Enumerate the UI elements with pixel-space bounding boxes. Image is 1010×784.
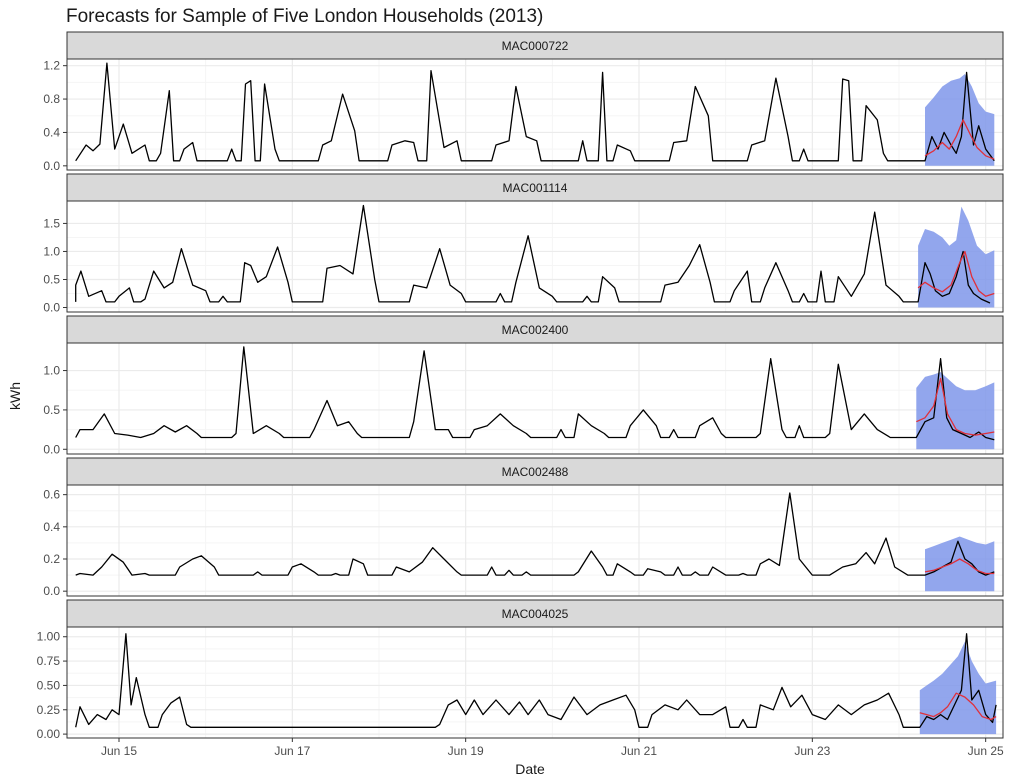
y-tick-label: 1.00 bbox=[37, 630, 61, 644]
facet-panel: MAC002488 0.0 0.2 0.4 0.6 bbox=[43, 457, 1004, 598]
facet-strip-label: MAC000722 bbox=[502, 39, 569, 53]
x-tick-label: Jun 21 bbox=[621, 744, 657, 758]
facet-strip-label: MAC004025 bbox=[502, 607, 569, 621]
forecast-series-line bbox=[917, 250, 995, 297]
panel-border bbox=[66, 626, 1004, 739]
facet-panel: MAC001114 0.0 0.5 1.0 1.5 bbox=[43, 173, 1004, 315]
facet-strip-label: MAC002488 bbox=[502, 465, 569, 479]
y-tick-label: 0.6 bbox=[43, 488, 60, 502]
observed-series-line bbox=[75, 204, 991, 304]
forecast-series-line bbox=[924, 558, 995, 575]
observed-series-line bbox=[75, 492, 995, 576]
panel-background bbox=[67, 59, 1003, 170]
facet-strip bbox=[66, 31, 1004, 60]
forecast-series-line bbox=[916, 377, 995, 436]
facet-panel: MAC002400 0.0 0.5 1.0 bbox=[43, 315, 1004, 456]
prediction-interval-band bbox=[916, 372, 995, 450]
y-tick-label: 1.5 bbox=[43, 216, 60, 230]
observed-series-line bbox=[75, 633, 997, 728]
facet-strip-label: MAC002400 bbox=[502, 323, 569, 337]
x-tick-label: Jun 17 bbox=[274, 744, 310, 758]
y-tick-label: 0.5 bbox=[43, 403, 60, 417]
panel-border bbox=[66, 342, 1004, 455]
x-tick-label: Jun 15 bbox=[101, 744, 137, 758]
facet-panel: MAC004025 0.00 0.25 0.50 0.75 1.00 bbox=[37, 599, 1004, 741]
y-tick-label: 0.50 bbox=[37, 678, 61, 692]
y-tick-label: 0.2 bbox=[43, 552, 60, 566]
facet-panel: MAC000722 0.0 0.4 0.8 1.2 bbox=[43, 31, 1004, 173]
y-tick-label: 0.00 bbox=[37, 727, 61, 741]
panel-border bbox=[66, 58, 1004, 171]
forecast-series-line bbox=[919, 692, 997, 721]
y-tick-label: 0.0 bbox=[43, 301, 60, 315]
facet-strip bbox=[66, 173, 1004, 202]
panel-border bbox=[66, 484, 1004, 597]
facet-strip bbox=[66, 315, 1004, 344]
chart-title: Forecasts for Sample of Five London Hous… bbox=[66, 6, 543, 27]
x-axis-title: Date bbox=[515, 761, 545, 777]
facet-strip bbox=[66, 599, 1004, 628]
observed-series-line bbox=[75, 62, 995, 162]
x-tick-label: Jun 23 bbox=[794, 744, 830, 758]
y-tick-label: 0.0 bbox=[43, 442, 60, 456]
panel-background bbox=[67, 343, 1003, 454]
y-axis-title: kWh bbox=[7, 382, 23, 410]
y-tick-label: 1.0 bbox=[43, 244, 60, 258]
panel-background bbox=[67, 485, 1003, 596]
y-tick-label: 0.25 bbox=[37, 703, 61, 717]
panel-background bbox=[67, 627, 1003, 738]
x-tick-label: Jun 19 bbox=[448, 744, 484, 758]
y-tick-label: 0.5 bbox=[43, 272, 60, 286]
y-tick-label: 1.2 bbox=[43, 59, 60, 73]
y-tick-label: 1.0 bbox=[43, 364, 60, 378]
panels-layer: MAC000722 0.0 0.4 0.8 1.2 MAC001114 0.0 0.5 1.0 1… bbox=[37, 31, 1004, 741]
y-tick-label: 0.4 bbox=[43, 125, 60, 139]
panel-border bbox=[66, 200, 1004, 313]
facet-strip-label: MAC001114 bbox=[503, 181, 568, 195]
y-tick-label: 0.75 bbox=[37, 654, 61, 668]
prediction-interval-band bbox=[925, 536, 995, 592]
y-tick-label: 0.8 bbox=[43, 92, 60, 106]
x-tick-label: Jun 25 bbox=[968, 744, 1004, 758]
y-tick-label: 0.0 bbox=[43, 584, 60, 598]
y-tick-label: 0.0 bbox=[43, 159, 60, 173]
y-tick-label: 0.4 bbox=[43, 520, 60, 534]
observed-series-line bbox=[75, 346, 995, 441]
x-axis: Jun 15 Jun 17 Jun 19 Jun 21 Jun 23 Jun 25 bbox=[101, 738, 1004, 758]
forecast-series-line bbox=[924, 119, 995, 160]
prediction-interval-band bbox=[919, 641, 997, 735]
